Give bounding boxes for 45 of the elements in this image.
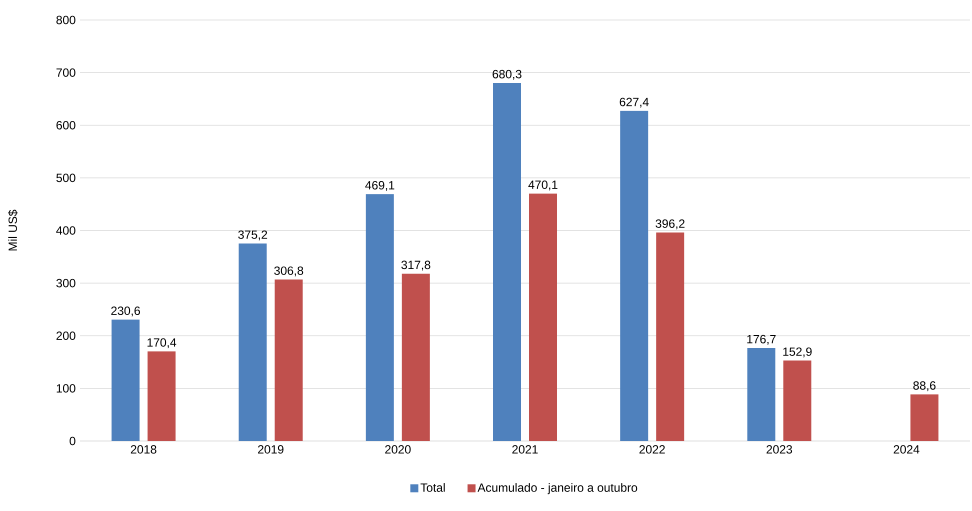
legend-label: Acumulado - janeiro a outubro	[478, 483, 638, 494]
x-tick-label: 2019	[258, 445, 284, 454]
y-tick-label: 600	[56, 121, 76, 130]
bar	[783, 360, 812, 441]
y-tick-label: 0	[70, 436, 76, 446]
data-label: 396,2	[656, 219, 684, 230]
y-tick-label: 700	[56, 68, 76, 77]
bar	[747, 348, 776, 441]
bar	[529, 194, 558, 441]
bar	[366, 194, 394, 441]
y-tick-label: 100	[56, 384, 76, 393]
x-tick-label: 2023	[766, 445, 792, 454]
data-label: 152,9	[783, 347, 812, 358]
data-label: 317,8	[401, 260, 430, 271]
bar	[148, 351, 176, 441]
data-label: 176,7	[747, 334, 776, 345]
y-axis-title: Mil US$	[8, 210, 18, 250]
y-tick-label: 800	[56, 16, 76, 24]
bar	[402, 274, 430, 441]
bar	[274, 280, 303, 441]
x-tick-label: 2020	[385, 445, 411, 454]
data-label: 627,4	[620, 98, 649, 108]
legend-label: Total	[420, 483, 445, 492]
x-tick-label: 2024	[894, 445, 920, 454]
y-tick-label: 300	[56, 278, 76, 288]
y-tick-label: 400	[56, 226, 76, 235]
data-label: 680,3	[492, 70, 522, 80]
data-label: 469,1	[365, 181, 394, 191]
bar	[656, 232, 684, 441]
bar	[112, 320, 140, 441]
x-tick-label: 2022	[639, 445, 665, 454]
y-tick-label: 500	[56, 174, 76, 182]
data-label: 470,1	[528, 180, 558, 190]
data-label: 88,6	[913, 381, 936, 392]
data-label: 375,2	[238, 230, 268, 240]
x-tick-label: 2021	[512, 445, 538, 454]
y-tick-label: 200	[56, 332, 76, 340]
x-tick-label: 2018	[130, 445, 156, 454]
bar	[910, 394, 938, 441]
data-label: 306,8	[274, 266, 304, 276]
bar	[620, 110, 648, 441]
data-label: 230,6	[111, 306, 140, 316]
data-label: 170,4	[148, 338, 176, 348]
bar	[238, 244, 267, 441]
bar	[493, 82, 522, 441]
